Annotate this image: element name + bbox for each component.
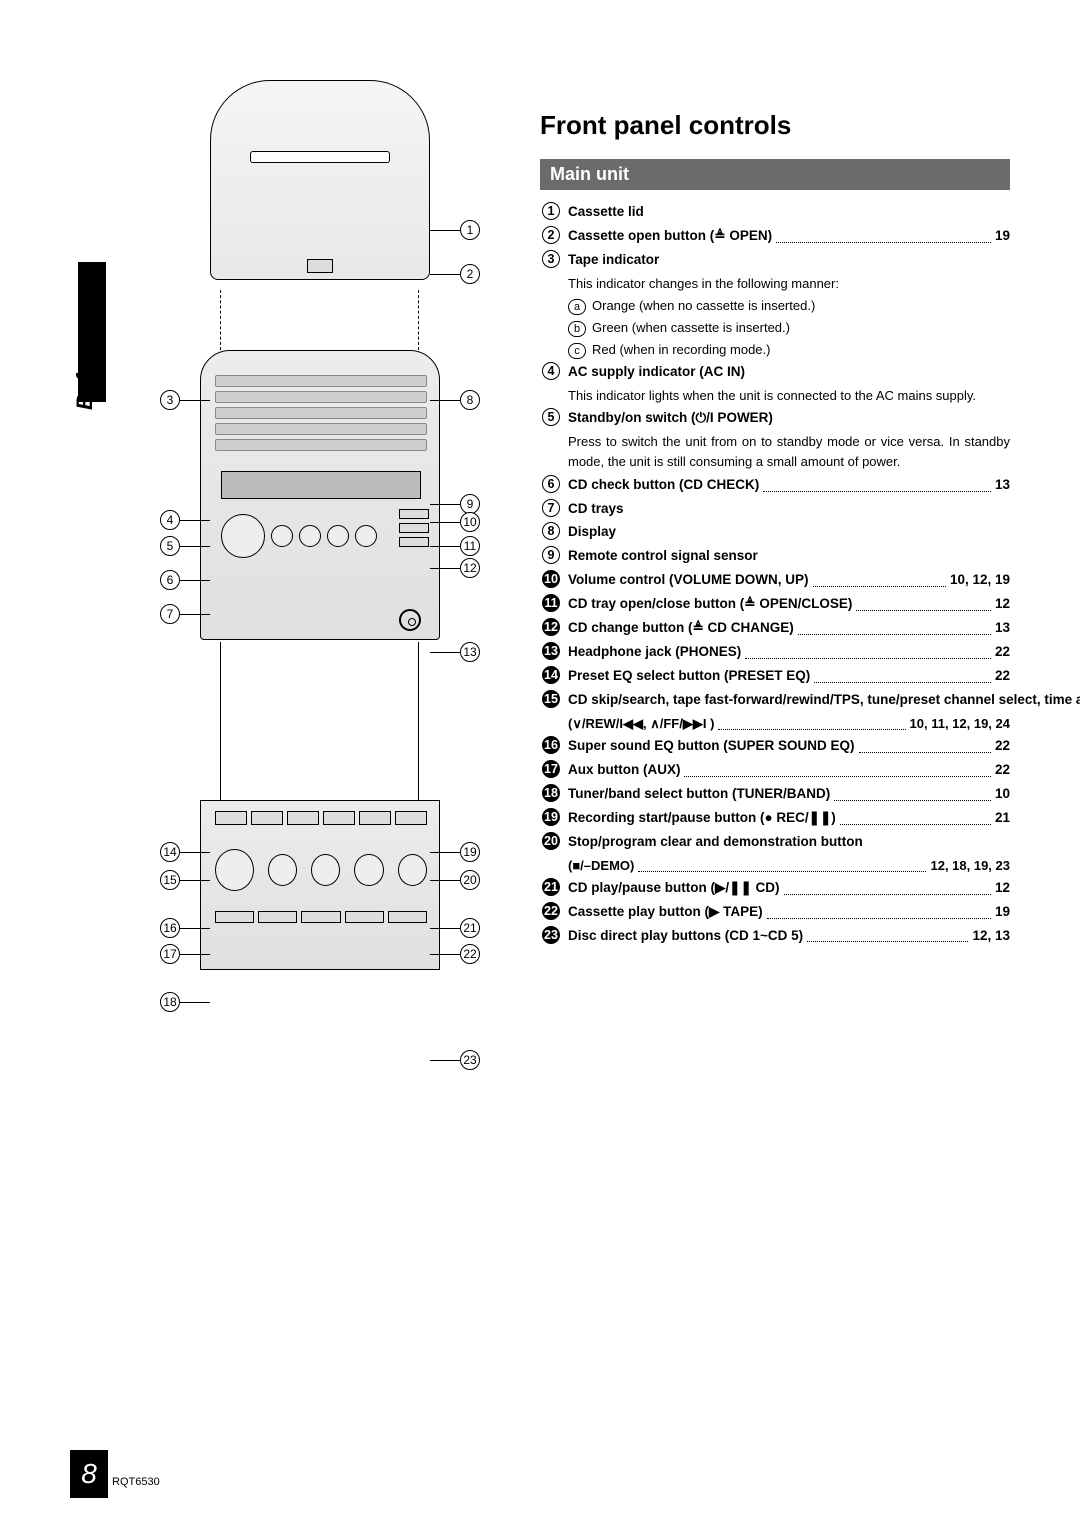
list-item: 21CD play/pause button (▶/❚❚ CD)12	[540, 878, 1010, 899]
list-item: 5Standby/on switch (⏻/I POWER)	[540, 408, 1010, 429]
callout-17: 17	[160, 944, 180, 964]
callout-3: 3	[160, 390, 180, 410]
list-item: 4AC supply indicator (AC IN)	[540, 362, 1010, 383]
item-sub: cRed (when in recording mode.)	[540, 340, 1010, 360]
item-note: This indicator lights when the unit is c…	[540, 386, 1010, 406]
diagram-main-body	[200, 350, 440, 640]
callout-20: 20	[460, 870, 480, 890]
list-item: 15CD skip/search, tape fast-forward/rewi…	[540, 690, 1010, 711]
list-item: 10Volume control (VOLUME DOWN, UP)10, 12…	[540, 570, 1010, 591]
callout-18: 18	[160, 992, 180, 1012]
doc-code: RQT6530	[112, 1476, 160, 1488]
callout-12: 12	[460, 558, 480, 578]
list-item: 23Disc direct play buttons (CD 1~CD 5)12…	[540, 926, 1010, 947]
callout-19: 19	[460, 842, 480, 862]
callout-16: 16	[160, 918, 180, 938]
item-extra: (∨/REW/I◀◀, ∧/FF/▶▶I )10, 11, 12, 19, 24	[540, 714, 1010, 734]
list-item: 19Recording start/pause button (● REC/❚❚…	[540, 808, 1010, 829]
callout-14: 14	[160, 842, 180, 862]
subheading: Main unit	[540, 159, 1010, 190]
item-sub: bGreen (when cassette is inserted.)	[540, 318, 1010, 338]
list-item: 7CD trays	[540, 499, 1010, 520]
diagram-cassette-lid	[210, 80, 430, 280]
callout-11: 11	[460, 536, 480, 556]
callout-15: 15	[160, 870, 180, 890]
callout-4: 4	[160, 510, 180, 530]
callout-5: 5	[160, 536, 180, 556]
item-note: This indicator changes in the following …	[540, 274, 1010, 294]
sidebar-label: Before use	[72, 296, 98, 410]
page-number: 8	[70, 1450, 108, 1498]
callout-1: 1	[460, 220, 480, 240]
callout-21: 21	[460, 918, 480, 938]
list-item: 17Aux button (AUX)22	[540, 760, 1010, 781]
list-item: 1Cassette lid	[540, 202, 1010, 223]
section-title: Front panel controls	[540, 110, 1010, 141]
item-extra: (■/–DEMO)12, 18, 19, 23	[540, 856, 1010, 876]
list-item: 11CD tray open/close button (≜ OPEN/CLOS…	[540, 594, 1010, 615]
callout-22: 22	[460, 944, 480, 964]
callout-6: 6	[160, 570, 180, 590]
callout-2: 2	[460, 264, 480, 284]
diagram-lower-panel	[200, 800, 440, 970]
list-item: 18Tuner/band select button (TUNER/BAND)1…	[540, 784, 1010, 805]
item-note: Press to switch the unit from on to stan…	[540, 432, 1010, 472]
list-item: 12CD change button (≜ CD CHANGE)13	[540, 618, 1010, 639]
list-item: 13Headphone jack (PHONES)22	[540, 642, 1010, 663]
list-item: 9Remote control signal sensor	[540, 546, 1010, 567]
callout-13: 13	[460, 642, 480, 662]
list-item: 20Stop/program clear and demonstration b…	[540, 832, 1010, 853]
list-item: 3Tape indicator	[540, 250, 1010, 271]
list-item: 2Cassette open button (≜ OPEN)19	[540, 226, 1010, 247]
callout-10: 10	[460, 512, 480, 532]
list-item: 8Display	[540, 522, 1010, 543]
controls-list: 1Cassette lid 2Cassette open button (≜ OP…	[540, 202, 1010, 946]
list-item: 16Super sound EQ button (SUPER SOUND EQ)…	[540, 736, 1010, 757]
list-item: 6CD check button (CD CHECK)13	[540, 475, 1010, 496]
callout-8: 8	[460, 390, 480, 410]
diagram-column: 3456714151617181289101112131920212223	[130, 80, 510, 1140]
list-item: 14Preset EQ select button (PRESET EQ)22	[540, 666, 1010, 687]
text-column: Front panel controls Main unit 1Cassette…	[540, 80, 1010, 1140]
list-item: 22Cassette play button (▶ TAPE)19	[540, 902, 1010, 923]
callout-9: 9	[460, 494, 480, 514]
item-sub: aOrange (when no cassette is inserted.)	[540, 296, 1010, 316]
callout-23: 23	[460, 1050, 480, 1070]
callout-7: 7	[160, 604, 180, 624]
